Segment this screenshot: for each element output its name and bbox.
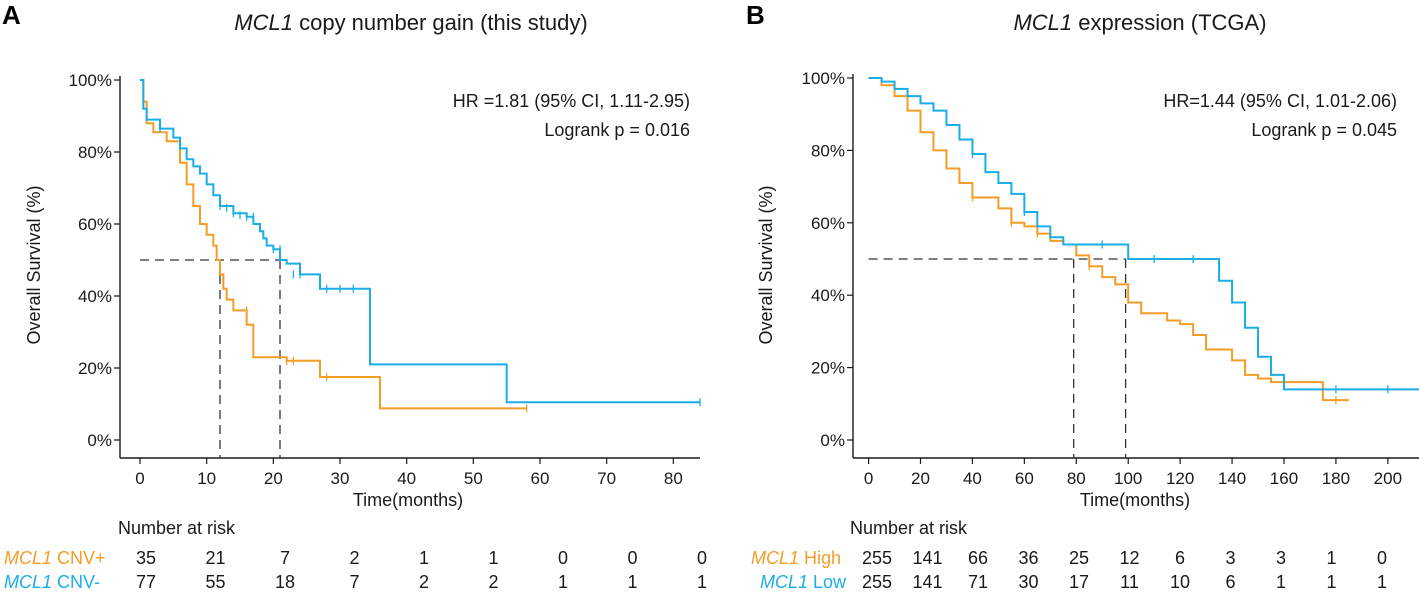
risk-count-a-0: 0 [627, 548, 637, 568]
risk-count-a-0: 7 [280, 548, 290, 568]
x-tick-label-b: 0 [864, 469, 873, 488]
panel-b-risk-header: Number at risk [850, 518, 968, 538]
risk-count-a-1: 2 [488, 572, 498, 592]
plot-a: 0% 20% 40% 60% 80% 100% 0 10 20 30 40 50 60 70 80 [69, 71, 701, 488]
x-tick-label-a: 40 [397, 469, 416, 488]
risk-count-a-1: 55 [205, 572, 225, 592]
risk-count-b-1: 10 [1170, 572, 1190, 592]
panel-a-risk-label-cnv-minus: MCL1 CNV- [4, 572, 100, 592]
y-tick-label-b: 40% [811, 286, 845, 305]
x-tick-label-a: 80 [664, 469, 683, 488]
risk-count-b-1: 1 [1326, 572, 1336, 592]
panel-a-ylabel: Overall Survival (%) [24, 185, 44, 344]
panel-b-risk-label-high: MCL1 High [751, 548, 841, 568]
panel-a-pvalue: Logrank p = 0.016 [544, 120, 690, 140]
y-tick-label-b: 60% [811, 214, 845, 233]
risk-count-b-0: 36 [1018, 548, 1038, 568]
panel-letter-b: B [746, 0, 765, 30]
y-tick-label-a: 80% [78, 143, 112, 162]
y-tick-label-b: 100% [802, 69, 845, 88]
panel-a-hr: HR =1.81 (95% CI, 1.11-2.95) [453, 91, 690, 111]
risk-count-b-1: 6 [1225, 572, 1235, 592]
risk-count-b-0: 1 [1326, 548, 1336, 568]
panel-a-title: MCL1 copy number gain (this study) [234, 10, 587, 35]
risk-count-a-1: 77 [136, 572, 156, 592]
risk-count-b-0: 3 [1276, 548, 1286, 568]
plot-b: 0% 20% 40% 60% 80% 100% 0 20 40 60 80 100 120 140 160 1… [802, 69, 1419, 488]
risk-count-a-0: 35 [136, 548, 156, 568]
risk-count-b-1: 30 [1018, 572, 1038, 592]
risk-count-b-1: 255 [862, 572, 892, 592]
risk-count-a-0: 1 [488, 548, 498, 568]
km-curve-a-series-0 [140, 79, 527, 410]
risk-count-a-0: 2 [349, 548, 359, 568]
x-tick-label-b: 180 [1322, 469, 1350, 488]
risk-count-a-0: 0 [558, 548, 568, 568]
x-tick-label-a: 0 [135, 469, 144, 488]
panel-a: A MCL1 copy number gain (this study) 0% 2… [2, 0, 707, 592]
risk-count-a-0: 21 [205, 548, 225, 568]
panel-b-pvalue: Logrank p = 0.045 [1251, 120, 1397, 140]
x-tick-label-b: 160 [1270, 469, 1298, 488]
risk-count-b-1: 1 [1276, 572, 1286, 592]
risk-count-b-1: 1 [1377, 572, 1387, 592]
panel-a-risk-label-cnv-plus: MCL1 CNV+ [4, 548, 106, 568]
y-tick-label-a: 40% [78, 287, 112, 306]
risk-count-b-0: 6 [1175, 548, 1185, 568]
x-tick-label-a: 50 [464, 469, 483, 488]
panel-a-xlabel: Time(months) [353, 490, 463, 510]
risk-count-b-0: 25 [1069, 548, 1089, 568]
x-tick-label-b: 20 [911, 469, 930, 488]
panel-a-risk-header: Number at risk [118, 518, 236, 538]
x-tick-label-b: 120 [1166, 469, 1194, 488]
panel-b-hr: HR=1.44 (95% CI, 1.01-2.06) [1163, 91, 1397, 111]
panel-b: B MCL1 expression (TCGA) 0% 20% 40% 60% 80% 1… [746, 0, 1419, 592]
y-tick-label-b: 80% [811, 141, 845, 160]
risk-count-a-1: 1 [697, 572, 707, 592]
risk-count-a-1: 1 [627, 572, 637, 592]
risk-count-a-1: 2 [419, 572, 429, 592]
risk-count-b-0: 12 [1119, 548, 1139, 568]
x-tick-label-b: 100 [1114, 469, 1142, 488]
y-tick-label-b: 20% [811, 359, 845, 378]
x-tick-label-b: 140 [1218, 469, 1246, 488]
risk-count-a-1: 1 [558, 572, 568, 592]
x-tick-label-b: 80 [1067, 469, 1086, 488]
risk-count-b-1: 11 [1120, 572, 1139, 592]
risk-count-a-0: 1 [419, 548, 429, 568]
y-tick-label-a: 0% [87, 431, 112, 450]
y-tick-label-b: 0% [820, 431, 845, 450]
y-tick-label-a: 100% [69, 71, 112, 90]
x-tick-label-a: 30 [331, 469, 350, 488]
risk-count-b-0: 3 [1225, 548, 1235, 568]
panel-b-risk-label-low: MCL1 Low [760, 572, 847, 592]
x-tick-label-a: 10 [197, 469, 216, 488]
risk-count-a-0: 0 [697, 548, 707, 568]
panel-letter-a: A [2, 0, 21, 30]
panel-a-risk-table: 35 21 7 2 1 1 0 0 077 55 18 7 2 2 1 1 1 [136, 548, 707, 592]
panel-b-title: MCL1 expression (TCGA) [1013, 10, 1266, 35]
km-curve-b-series-1 [868, 77, 1419, 391]
risk-count-b-1: 17 [1069, 572, 1089, 592]
risk-count-b-1: 71 [968, 572, 988, 592]
risk-count-b-0: 66 [968, 548, 988, 568]
y-tick-label-a: 60% [78, 215, 112, 234]
risk-count-a-1: 18 [275, 572, 295, 592]
panel-b-ylabel: Overall Survival (%) [756, 185, 776, 344]
x-tick-label-a: 20 [264, 469, 283, 488]
risk-count-b-0: 255 [862, 548, 892, 568]
panel-b-xlabel: Time(months) [1080, 490, 1190, 510]
x-tick-label-a: 60 [531, 469, 550, 488]
risk-count-a-1: 7 [349, 572, 359, 592]
y-tick-label-a: 20% [78, 359, 112, 378]
x-tick-label-b: 200 [1374, 469, 1402, 488]
x-tick-label-b: 40 [963, 469, 982, 488]
x-tick-label-a: 70 [597, 469, 616, 488]
risk-count-b-0: 0 [1377, 548, 1387, 568]
x-tick-label-b: 60 [1015, 469, 1034, 488]
risk-count-b-0: 141 [912, 548, 942, 568]
risk-count-b-1: 141 [912, 572, 942, 592]
